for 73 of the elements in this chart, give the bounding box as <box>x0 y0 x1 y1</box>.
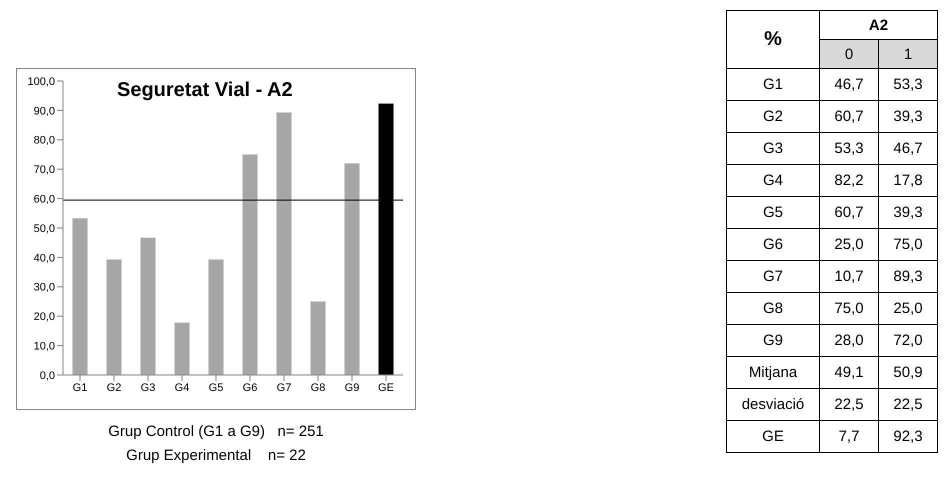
x-tick-label: G2 <box>106 382 122 394</box>
category-label: G4 <box>762 172 783 189</box>
text: 25,0 <box>834 236 864 253</box>
text: 49,1 <box>834 364 864 381</box>
text: 22,5 <box>893 396 923 413</box>
bar <box>174 322 190 375</box>
category-label: desviació <box>742 396 804 413</box>
text: 39,3 <box>893 204 923 221</box>
bar <box>106 259 122 375</box>
x-tick-label: GE <box>378 382 394 394</box>
category-label: Mitjana <box>748 364 798 381</box>
y-tick-label: 0,0 <box>40 370 55 382</box>
text: 92,3 <box>893 428 923 445</box>
category-label: G2 <box>762 108 783 125</box>
y-tick-label: 30,0 <box>34 282 55 294</box>
text: 10,7 <box>834 268 864 285</box>
y-tick-label: 50,0 <box>34 222 55 235</box>
text: 60,7 <box>834 108 864 125</box>
text: 22,5 <box>834 396 864 413</box>
bar <box>310 302 326 375</box>
category-label: 0 <box>820 40 878 68</box>
y-tick-label: 90,0 <box>34 105 55 118</box>
text: 75,0 <box>893 236 923 253</box>
category-label: 1 <box>878 40 938 68</box>
text: Grup Experimental n= 22 <box>125 446 307 466</box>
text: Grup Control (G1 a G9) n= 251 <box>107 422 325 442</box>
text: 82,2 <box>834 172 864 189</box>
text: % <box>726 10 820 68</box>
category-label: G3 <box>762 140 783 157</box>
text: 53,3 <box>893 76 923 93</box>
bar <box>344 163 360 375</box>
y-tick-label: 10,0 <box>34 340 55 353</box>
y-tick-label: 70,0 <box>34 164 55 176</box>
category-label: G1 <box>762 76 783 93</box>
x-tick-label: G6 <box>242 382 258 394</box>
text: 89,3 <box>893 268 923 285</box>
text: 46,7 <box>893 140 923 157</box>
bar <box>208 259 224 375</box>
y-tick-label: 20,0 <box>34 311 55 324</box>
text: A2 <box>820 10 938 40</box>
x-tick-label: G8 <box>310 382 326 394</box>
chart-title: Seguretat Vial - A2 <box>117 79 293 102</box>
text: 7,7 <box>838 428 860 445</box>
x-tick-label: G9 <box>344 382 360 394</box>
y-tick-label: 80,0 <box>34 134 55 147</box>
bar <box>242 154 258 375</box>
x-tick-label: G1 <box>72 382 88 394</box>
category-label: G9 <box>762 332 783 349</box>
text: 75,0 <box>834 300 864 317</box>
text: 39,3 <box>893 108 923 125</box>
text: 60,7 <box>834 204 864 221</box>
x-tick-label: G5 <box>208 382 224 394</box>
text: 28,0 <box>834 332 864 349</box>
x-tick-label: G7 <box>276 382 292 394</box>
x-tick-label: G4 <box>174 382 190 394</box>
y-tick-label: 100,0 <box>27 76 55 88</box>
category-label: G5 <box>762 204 783 221</box>
x-tick-label: G3 <box>140 382 156 394</box>
text: 17,8 <box>893 172 923 189</box>
text: 50,9 <box>893 364 923 381</box>
bar <box>276 112 292 375</box>
bar <box>72 218 88 375</box>
y-tick-label: 60,0 <box>34 194 55 206</box>
category-label: G8 <box>762 300 783 317</box>
category-label: G6 <box>762 236 783 253</box>
text: 25,0 <box>893 300 923 317</box>
text: 72,0 <box>893 332 923 349</box>
category-label: G7 <box>762 268 783 285</box>
text: 53,3 <box>834 140 864 157</box>
y-tick-label: 40,0 <box>34 252 55 264</box>
text: 46,7 <box>834 76 864 93</box>
bar <box>140 238 156 375</box>
category-label: GE <box>762 428 784 445</box>
